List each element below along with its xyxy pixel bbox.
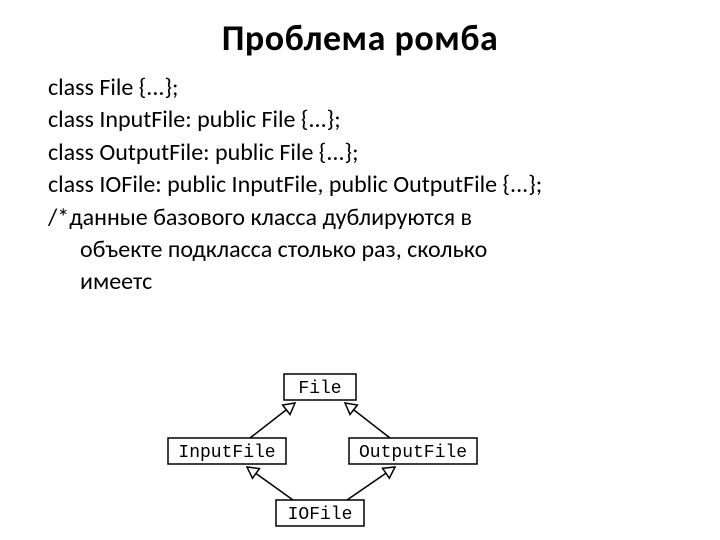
comment-line-3: имеетс	[48, 266, 672, 298]
node-label-outputfile: OutputFile	[359, 443, 467, 463]
node-label-inputfile: InputFile	[178, 443, 275, 463]
arrowhead-outputfile-file	[345, 403, 357, 414]
slide: Проблема ромба class File {...}; class I…	[0, 0, 720, 540]
code-line-3: class OutputFile: public File {...};	[48, 137, 672, 169]
diagram-svg: File InputFile OutputFile IOFile	[155, 373, 485, 533]
code-line-2: class InputFile: public File {...};	[48, 104, 672, 136]
slide-title: Проблема ромба	[48, 16, 672, 60]
comment-line-1: /*данные базового класса дублируются в	[48, 203, 472, 232]
comment-line-2: объекте подкласса столько раз, сколько	[48, 234, 672, 266]
inheritance-diagram: File InputFile OutputFile IOFile	[155, 373, 485, 533]
comment-block: /*данные базового класса дублируются в о…	[48, 202, 672, 299]
arrowhead-iofile-outputfile	[383, 467, 395, 478]
node-label-file: File	[298, 379, 341, 399]
arrowhead-iofile-inputfile	[247, 467, 259, 478]
code-line-4: class IOFile: public InputFile, public O…	[48, 169, 672, 201]
code-line-1: class File {...};	[48, 72, 672, 104]
node-label-iofile: IOFile	[288, 505, 353, 525]
arrowhead-inputfile-file	[283, 403, 295, 414]
